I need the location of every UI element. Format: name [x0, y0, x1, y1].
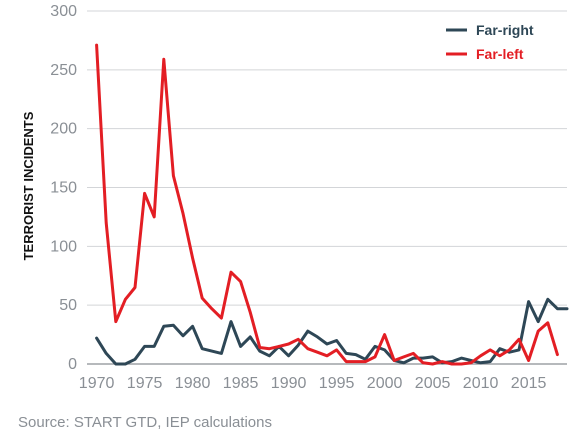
y-tick-label: 150	[50, 180, 77, 197]
x-tick-label: 1970	[79, 375, 115, 392]
x-tick-label: 2000	[367, 375, 403, 392]
y-tick-label: 100	[50, 238, 77, 255]
x-tick-label: 2015	[511, 375, 547, 392]
legend-label-far-left: Far-left	[476, 46, 524, 62]
y-tick-label: 250	[50, 62, 77, 79]
y-axis-label: TERRORIST INCIDENTS	[21, 111, 36, 260]
y-tick-label: 300	[50, 3, 77, 20]
x-tick-label: 2005	[415, 375, 451, 392]
x-tick-label: 1995	[319, 375, 355, 392]
y-tick-label: 50	[59, 297, 77, 314]
series-line-far-right	[95, 297, 569, 366]
y-tick-label: 200	[50, 121, 77, 138]
series-line-far-left	[95, 43, 559, 366]
gridlines	[87, 10, 567, 365]
source-note: Source: START GTD, IEP calculations	[18, 414, 272, 430]
y-tick-labels: 0 50 100 150 200 250 300	[50, 3, 77, 373]
x-tick-label: 1980	[175, 375, 211, 392]
x-tick-label: 1985	[223, 375, 259, 392]
x-tick-label: 2010	[463, 375, 499, 392]
legend: Far-right Far-left	[446, 22, 534, 62]
x-tick-label: 1975	[127, 375, 163, 392]
x-tick-labels: 1970 1975 1980 1985 1990 1995 2000 2005 2010 2015	[79, 375, 547, 392]
y-tick-label: 0	[68, 356, 77, 373]
series-lines	[95, 43, 569, 366]
x-tick-label: 1990	[271, 375, 307, 392]
legend-label-far-right: Far-right	[476, 22, 534, 38]
